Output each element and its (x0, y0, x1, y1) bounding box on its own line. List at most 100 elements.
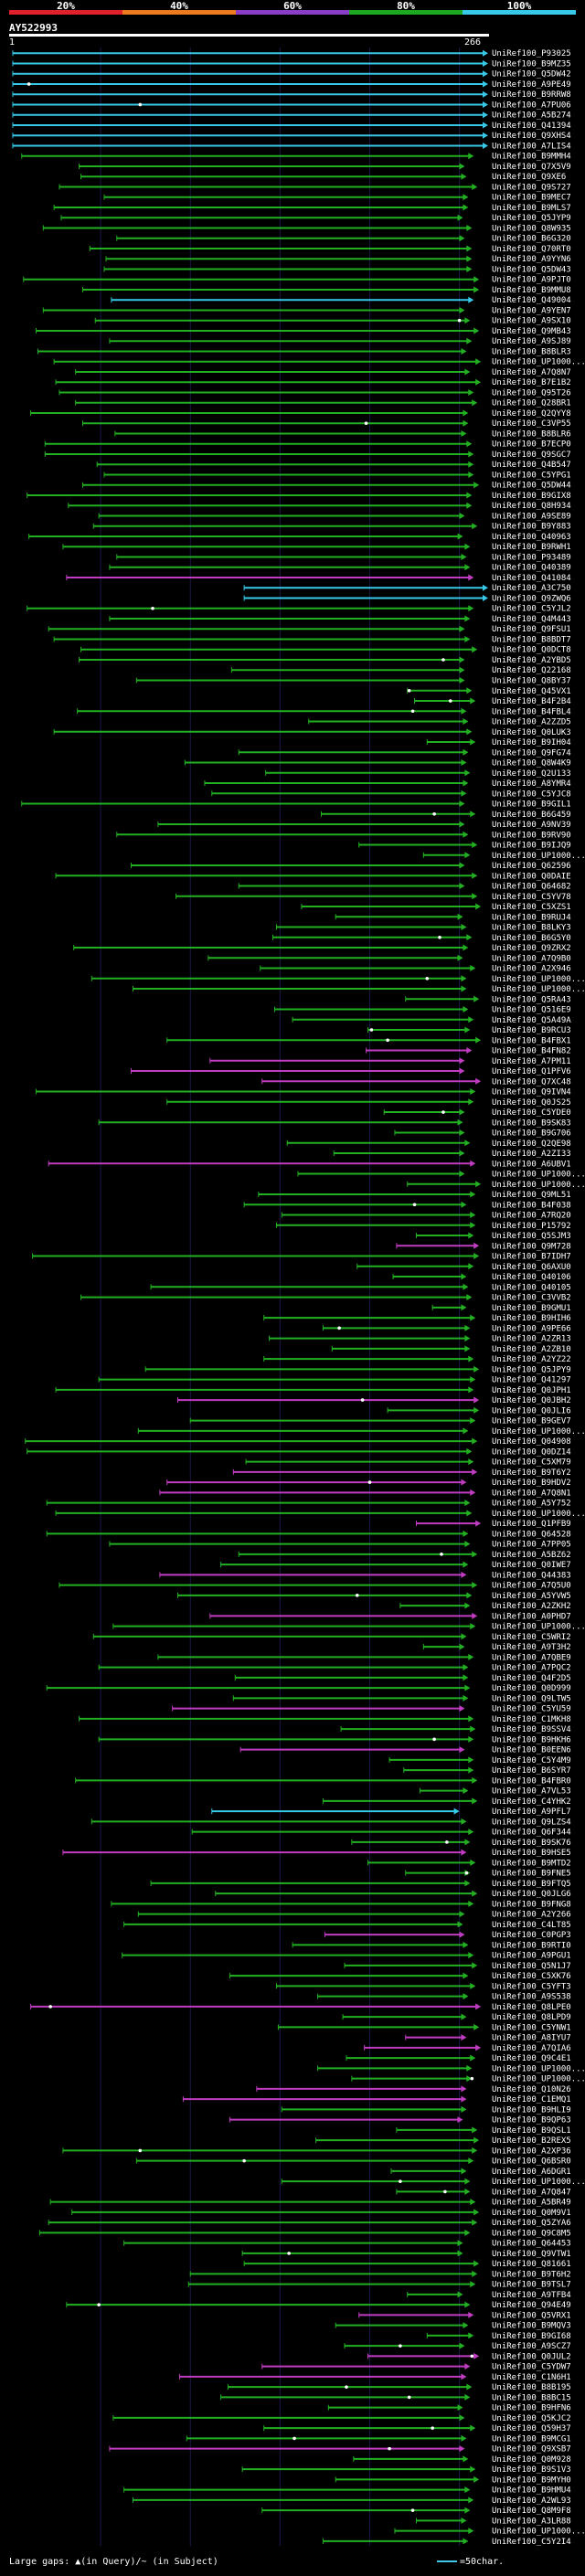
hit-label[interactable]: UniRef100_B7ECP0 (492, 440, 571, 450)
hit-label[interactable]: UniRef100_C5WRI2 (492, 1633, 571, 1642)
hit-label[interactable]: UniRef100_C4LT85 (492, 1921, 571, 1930)
hit-label[interactable]: UniRef100_A9NV39 (492, 821, 571, 830)
hit-label[interactable]: UniRef100_B9RV90 (492, 831, 571, 840)
hit-label[interactable]: UniRef100_B9G706 (492, 1129, 571, 1139)
hit-label[interactable]: UniRef100_Q5A49A (492, 1016, 571, 1025)
hit-label[interactable]: UniRef100_B9IJQ9 (492, 842, 571, 851)
hit-label[interactable]: UniRef100_UP1000... (492, 1181, 585, 1190)
hit-label[interactable]: UniRef100_B9SK76 (492, 1839, 571, 1848)
hit-label[interactable]: UniRef100_A5BR49 (492, 2199, 571, 2208)
hit-label[interactable]: UniRef100_Q9SGC7 (492, 451, 571, 460)
hit-label[interactable]: UniRef100_P15792 (492, 1222, 571, 1231)
hit-label[interactable]: UniRef100_Q0M9V1 (492, 2209, 571, 2218)
hit-label[interactable]: UniRef100_B9GEV7 (492, 1417, 571, 1426)
hit-label[interactable]: UniRef100_A9PE49 (492, 80, 571, 90)
hit-label[interactable]: UniRef100_Q45VX1 (492, 687, 571, 696)
hit-label[interactable]: UniRef100_A9SCZ7 (492, 2342, 571, 2351)
hit-label[interactable]: UniRef100_A2X946 (492, 965, 571, 974)
hit-label[interactable]: UniRef100_Q5KJC2 (492, 2414, 571, 2423)
hit-label[interactable]: UniRef100_Q2U133 (492, 769, 571, 779)
hit-label[interactable]: UniRef100_A7Q847 (492, 2188, 571, 2197)
hit-label[interactable]: UniRef100_Q62596 (492, 862, 571, 871)
hit-label[interactable]: UniRef100_Q70RT0 (492, 245, 571, 254)
hit-label[interactable]: UniRef100_Q5VRX1 (492, 2311, 571, 2320)
hit-label[interactable]: UniRef100_Q5N1J7 (492, 1962, 571, 1971)
hit-label[interactable]: UniRef100_Q9LZS4 (492, 1818, 571, 1827)
hit-label[interactable]: UniRef100_Q9ML51 (492, 1191, 571, 1200)
hit-label[interactable]: UniRef100_Q0JUL2 (492, 2352, 571, 2361)
hit-label[interactable]: UniRef100_Q2QE98 (492, 1140, 571, 1149)
hit-label[interactable]: UniRef100_A2ZI33 (492, 1150, 571, 1159)
hit-label[interactable]: UniRef100_B9RRW8 (492, 90, 571, 100)
hit-label[interactable]: UniRef100_UP1000... (492, 358, 585, 367)
hit-label[interactable]: UniRef100_Q4B547 (492, 461, 571, 470)
hit-label[interactable]: UniRef100_C5YV78 (492, 893, 571, 902)
hit-label[interactable]: UniRef100_B9HSE5 (492, 1849, 571, 1858)
hit-label[interactable]: UniRef100_A8IYU7 (492, 2034, 571, 2043)
hit-label[interactable]: UniRef100_C5YU59 (492, 1705, 571, 1714)
hit-label[interactable]: UniRef100_B9MMU8 (492, 286, 571, 295)
hit-label[interactable]: UniRef100_Q04908 (492, 1437, 571, 1447)
hit-label[interactable]: UniRef100_B9MZ35 (492, 59, 571, 69)
hit-label[interactable]: UniRef100_B6G320 (492, 235, 571, 244)
hit-label[interactable]: UniRef100_Q41394 (492, 122, 571, 131)
hit-label[interactable]: UniRef100_Q9S727 (492, 183, 571, 192)
hit-label[interactable]: UniRef100_B4FN82 (492, 1047, 571, 1056)
hit-label[interactable]: UniRef100_Q9XSB7 (492, 2445, 571, 2454)
hit-label[interactable]: UniRef100_B9RWH1 (492, 543, 571, 552)
hit-label[interactable]: UniRef100_UP1000... (492, 2178, 585, 2187)
hit-label[interactable]: UniRef100_B9MLS7 (492, 204, 571, 213)
hit-label[interactable]: UniRef100_C4YHK2 (492, 1797, 571, 1807)
hit-label[interactable]: UniRef100_C0PGP3 (492, 1931, 571, 1940)
hit-label[interactable]: UniRef100_A7PU06 (492, 101, 571, 110)
hit-label[interactable]: UniRef100_A5B274 (492, 111, 571, 121)
hit-label[interactable]: UniRef100_C1N6H1 (492, 2373, 571, 2382)
hit-label[interactable]: UniRef100_B6G459 (492, 811, 571, 820)
hit-label[interactable]: UniRef100_B9GI68 (492, 2332, 571, 2341)
hit-label[interactable]: UniRef100_Q0JS25 (492, 1098, 571, 1108)
hit-label[interactable]: UniRef100_A2YZ22 (492, 1355, 571, 1364)
hit-label[interactable]: UniRef100_Q40106 (492, 1273, 571, 1282)
hit-label[interactable]: UniRef100_B9TSL7 (492, 2281, 571, 2290)
hit-label[interactable]: UniRef100_C3VVB2 (492, 1294, 571, 1303)
hit-label[interactable]: UniRef100_B7IDH7 (492, 1253, 571, 1262)
hit-label[interactable]: UniRef100_A2YBD5 (492, 656, 571, 665)
hit-label[interactable]: UniRef100_Q0JLI6 (492, 1406, 571, 1415)
hit-label[interactable]: UniRef100_Q22168 (492, 666, 571, 675)
hit-label[interactable]: UniRef100_A7LIS4 (492, 142, 571, 151)
hit-label[interactable]: UniRef100_Q95T26 (492, 388, 571, 398)
hit-label[interactable]: UniRef100_C5YJC8 (492, 790, 571, 799)
hit-label[interactable]: UniRef100_UP1000... (492, 2064, 585, 2073)
hit-label[interactable]: UniRef100_Q4M443 (492, 615, 571, 624)
hit-label[interactable]: UniRef100_A7Q8N1 (492, 1489, 571, 1498)
hit-label[interactable]: UniRef100_B9RTI0 (492, 1941, 571, 1950)
hit-label[interactable]: UniRef100_UP1000... (492, 1427, 585, 1436)
hit-label[interactable]: UniRef100_C5XK76 (492, 1972, 571, 1981)
hit-label[interactable]: UniRef100_Q0M928 (492, 2455, 571, 2465)
hit-label[interactable]: UniRef100_Q6BSR0 (492, 2157, 571, 2167)
hit-label[interactable]: UniRef100_UP1000... (492, 1623, 585, 1632)
hit-label[interactable]: UniRef100_Q28BR1 (492, 399, 571, 408)
hit-label[interactable]: UniRef100_Q94E49 (492, 2301, 571, 2310)
hit-label[interactable]: UniRef100_Q64528 (492, 1530, 571, 1539)
hit-label[interactable]: UniRef100_A9PGU1 (492, 1952, 571, 1961)
hit-label[interactable]: UniRef100_A9SE89 (492, 512, 571, 521)
hit-label[interactable]: UniRef100_Q1PFV6 (492, 1067, 571, 1076)
hit-label[interactable]: UniRef100_B9MEC7 (492, 194, 571, 203)
hit-label[interactable]: UniRef100_B9HFN6 (492, 2404, 571, 2413)
hit-label[interactable]: UniRef100_UP1000... (492, 2528, 585, 2537)
hit-label[interactable]: UniRef100_Q64453 (492, 2240, 571, 2249)
hit-label[interactable]: UniRef100_Q41297 (492, 1376, 571, 1385)
hit-label[interactable]: UniRef100_Q5RA43 (492, 995, 571, 1004)
hit-label[interactable]: UniRef100_Q8LPE0 (492, 2003, 571, 2012)
hit-label[interactable]: UniRef100_B8LKY3 (492, 924, 571, 933)
hit-label[interactable]: UniRef100_A9PE66 (492, 1324, 571, 1333)
hit-label[interactable]: UniRef100_C5YPG1 (492, 471, 571, 480)
hit-label[interactable]: UniRef100_UP1000... (492, 852, 585, 861)
hit-label[interactable]: UniRef100_Q1PFB9 (492, 1520, 571, 1529)
hit-label[interactable]: UniRef100_A9S538 (492, 1993, 571, 2002)
hit-label[interactable]: UniRef100_Q9ZRX2 (492, 944, 571, 953)
hit-label[interactable]: UniRef100_B9IH04 (492, 738, 571, 747)
hit-label[interactable]: UniRef100_Q44383 (492, 1571, 571, 1580)
hit-label[interactable]: UniRef100_A2Y266 (492, 1911, 571, 1920)
